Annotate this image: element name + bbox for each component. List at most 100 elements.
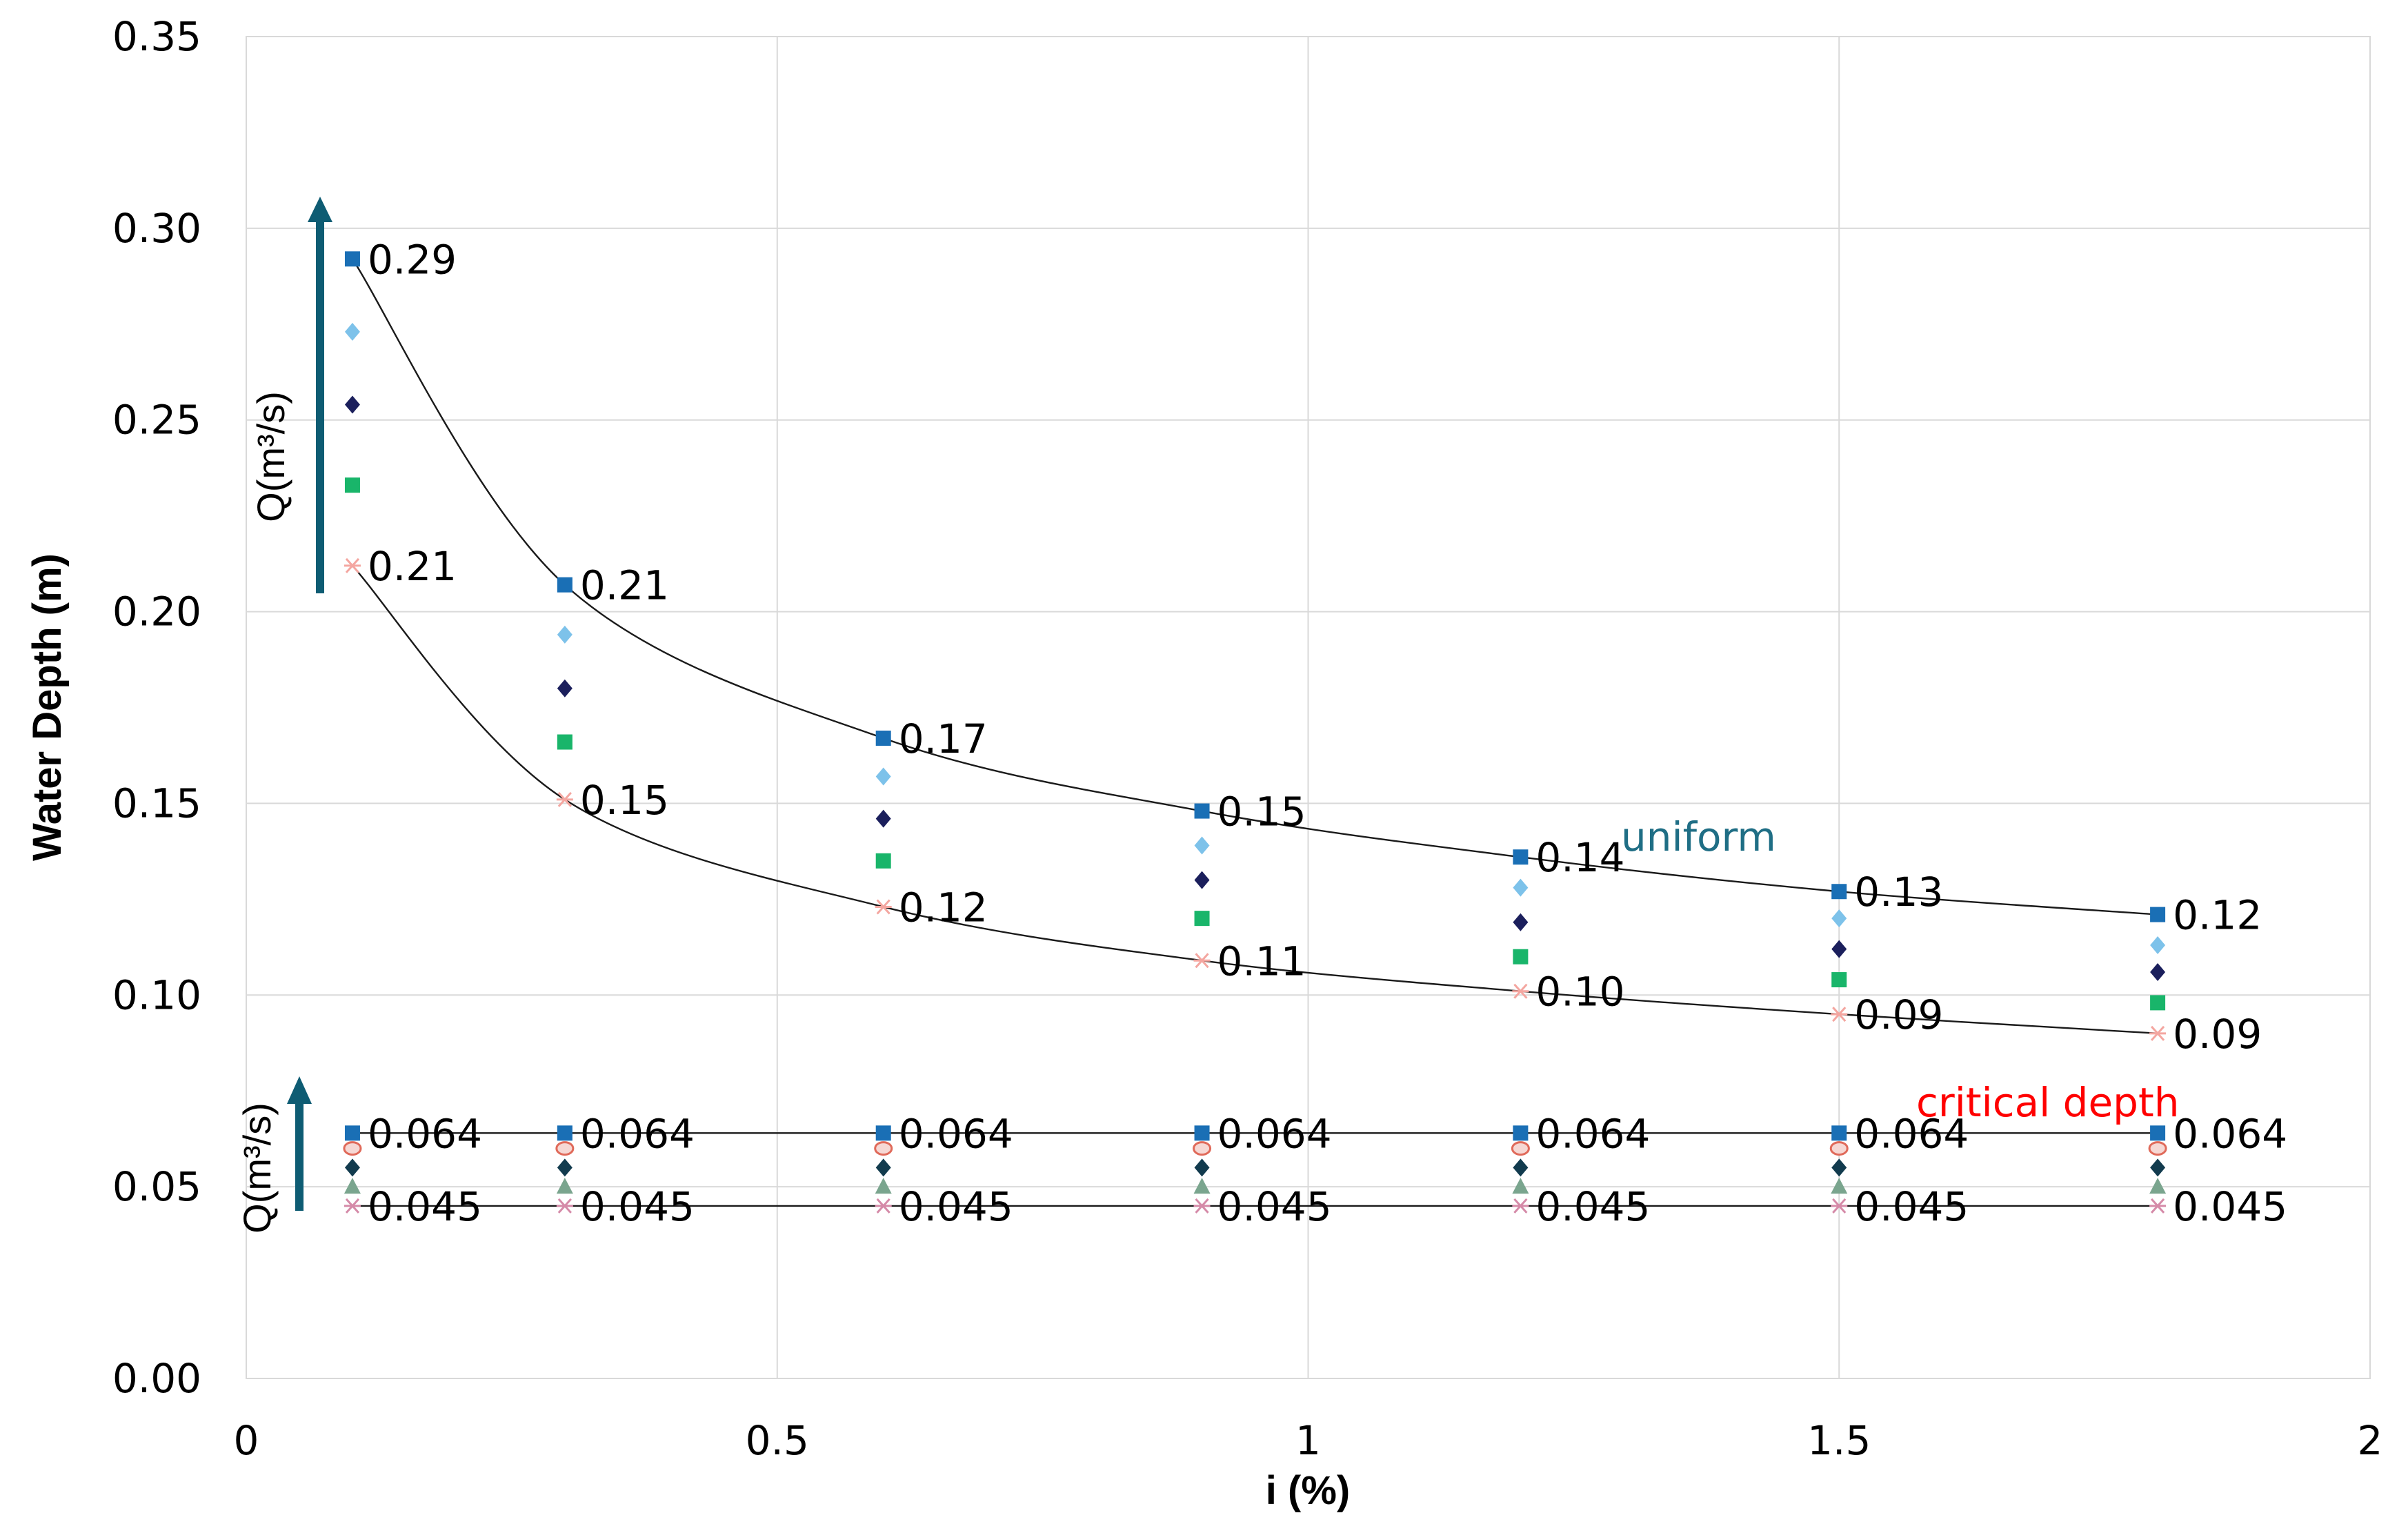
critical-q2-point (1512, 1178, 1529, 1194)
critical-q4-point (1829, 1141, 1849, 1156)
critical-q5-point (1194, 1125, 1210, 1141)
star-stroke (876, 1198, 890, 1214)
uniform-lower-data-label: 0.12 (899, 884, 988, 931)
critical-q5-point (875, 1125, 891, 1141)
uniform-q3-point (1831, 940, 1847, 958)
uniform-annotation: uniform (1621, 813, 1776, 860)
arrow-head-icon (308, 197, 332, 222)
uniform-q4-point (2150, 936, 2166, 955)
critical-q4-point (1193, 1141, 1212, 1156)
uniform-q1-point (875, 899, 892, 915)
plot-frame (246, 36, 2371, 1379)
uniform-q3-point (875, 809, 891, 828)
uniform-q5-point (2150, 907, 2166, 922)
uniform-q3-point (344, 395, 360, 414)
critical-q1-point (344, 1198, 361, 1214)
uniform-q2-point (875, 853, 891, 869)
q-label-uniform: Q(m³/s) (249, 391, 292, 522)
y-tick-label: 0.25 (112, 397, 201, 444)
uniform-q5-point (1831, 884, 1847, 900)
critical-q1-point (875, 1198, 892, 1214)
x-tick-label: 2 (2358, 1417, 2383, 1464)
uniform-upper-data-label: 0.21 (580, 562, 669, 609)
axis-ticks: 0.00 0.05 0.10 0.15 0.20 0.25 0.30 0.35 0 0.5 1 1.5… (112, 13, 2383, 1464)
y-tick-label: 0.15 (112, 780, 201, 827)
critical-upper-data-label: 0.064 (1854, 1110, 1969, 1157)
uniform-q5-point (344, 251, 360, 267)
uniform-q1-point (1512, 983, 1529, 999)
critical-q5-point (1513, 1125, 1529, 1141)
critical-q5-point (1831, 1125, 1847, 1141)
uniform-lower-data-label: 0.10 (1535, 969, 1624, 1016)
critical-q3-point (875, 1158, 891, 1177)
uniform-upper-data-label: 0.14 (1535, 834, 1624, 881)
star-stroke (2150, 1198, 2165, 1214)
star-stroke (1832, 1198, 1847, 1214)
uniform-q1-point (2149, 1025, 2167, 1041)
uniform-q1-point (344, 557, 361, 573)
uniform-lower-data-label: 0.09 (1854, 991, 1943, 1038)
star-stroke (557, 1198, 572, 1214)
star-stroke (1832, 1007, 1847, 1022)
y-tick-label: 0.35 (112, 13, 201, 60)
uniform-q1-point (556, 791, 573, 807)
critical-upper-data-label: 0.064 (1217, 1110, 1332, 1157)
q-increase-arrow-uniform (308, 197, 332, 593)
star-stroke (1195, 1198, 1209, 1214)
star-stroke (1513, 1198, 1528, 1214)
x-tick-label: 1.5 (1807, 1417, 1871, 1464)
star-stroke (2150, 1025, 2165, 1041)
critical-q1-point (556, 1198, 573, 1214)
star-stroke (1195, 953, 1209, 969)
uniform-q2-point (1194, 911, 1210, 927)
uniform-upper-data-label: 0.15 (1217, 789, 1306, 835)
critical-lower-data-label: 0.045 (899, 1183, 1013, 1230)
uniform-upper-data-label: 0.17 (899, 715, 988, 762)
star-stroke (1513, 983, 1528, 999)
critical-q3-point (2150, 1158, 2166, 1177)
data-points (343, 251, 2167, 1214)
critical-q4-point (874, 1141, 893, 1156)
uniform-q5-point (875, 730, 891, 746)
x-tick-label: 1 (1295, 1417, 1321, 1464)
uniform-lower-data-label: 0.11 (1217, 938, 1306, 985)
critical-lower-data-label: 0.045 (368, 1183, 482, 1230)
uniform-q1-point (1193, 953, 1211, 969)
uniform-q5-point (557, 577, 573, 593)
q-label-critical: Q(m³/s) (235, 1102, 279, 1234)
uniform-q4-point (1194, 836, 1210, 855)
star-stroke (557, 791, 572, 807)
critical-lower-data-label: 0.045 (1535, 1183, 1650, 1230)
critical-q2-point (344, 1178, 361, 1194)
critical-q5-point (557, 1125, 573, 1141)
critical-q1-point (1193, 1198, 1211, 1214)
y-tick-label: 0.30 (112, 205, 201, 252)
critical-q1-point (2149, 1198, 2167, 1214)
critical-q4-point (555, 1141, 575, 1156)
uniform-lower-data-label: 0.15 (580, 777, 669, 824)
uniform-q5-point (1194, 803, 1210, 819)
uniform-upper-data-label: 0.12 (2173, 892, 2262, 939)
uniform-q2-point (1831, 972, 1847, 988)
uniform-q4-point (1513, 878, 1529, 897)
y-tick-label: 0.10 (112, 971, 201, 1018)
uniform-q2-point (1513, 949, 1529, 965)
uniform-q4-point (1831, 909, 1847, 928)
uniform-q5-point (1513, 849, 1529, 865)
critical-q3-point (557, 1158, 573, 1177)
y-axis-title: Water Depth (m) (25, 553, 70, 861)
star-stroke (345, 1198, 360, 1214)
critical-q1-point (1512, 1198, 1529, 1214)
gridlines (246, 36, 2371, 1378)
uniform-q3-point (557, 679, 573, 698)
data-labels: 0.29 0.21 0.17 0.15 0.14 0.13 0.12 0.21 0.15 0.12… (368, 236, 2287, 1230)
critical-lower-data-label: 0.045 (580, 1183, 695, 1230)
critical-q2-point (875, 1178, 892, 1194)
y-tick-label: 0.05 (112, 1163, 201, 1210)
x-axis-title: i (%) (1266, 1468, 1350, 1513)
critical-lower-data-label: 0.045 (1854, 1183, 1969, 1230)
critical-q2-point (1193, 1178, 1211, 1194)
x-tick-label: 0.5 (746, 1417, 809, 1464)
critical-q3-point (1513, 1158, 1529, 1177)
uniform-q3-point (2150, 962, 2166, 981)
